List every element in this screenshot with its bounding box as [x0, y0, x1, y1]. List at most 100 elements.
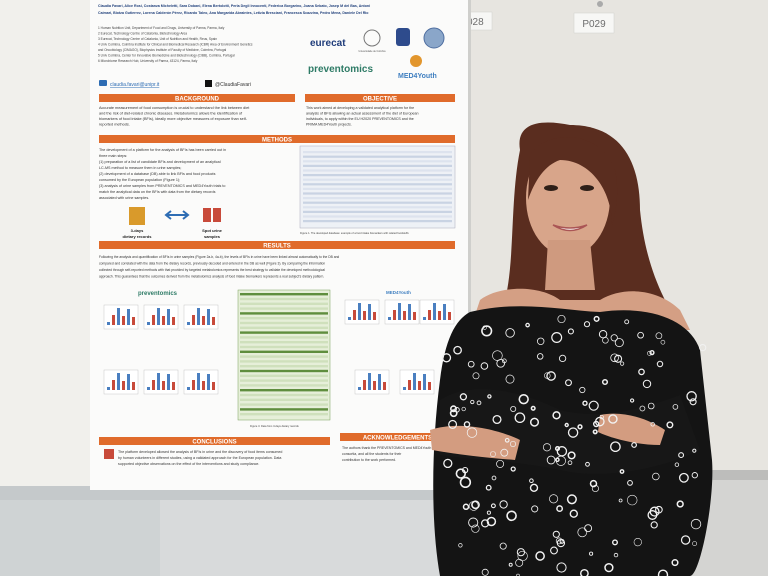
thumbnail-bar — [358, 303, 361, 320]
thumbnail-bar — [393, 310, 396, 320]
thumbnail-bar — [132, 317, 135, 325]
poster-text-line: three main steps: — [99, 154, 127, 158]
poster-text-line: PRIMA MED4Youth projects. — [306, 123, 352, 127]
conclusion-icon — [104, 449, 114, 459]
dress-flower — [482, 325, 487, 330]
dress-flower — [627, 480, 633, 486]
dress-flower — [555, 537, 563, 545]
poster-text-line: Following the analysis and quantificatio… — [99, 255, 339, 259]
thumbnail-bar — [212, 382, 215, 390]
logo-text: eurecat — [310, 38, 346, 49]
thumbnail-bar — [363, 311, 366, 320]
poster-text-line: (2) development of a database (DB) able … — [99, 172, 216, 176]
dress-flower — [589, 479, 598, 488]
thumbnail-bar — [373, 312, 376, 320]
thumbnail-bar — [368, 304, 371, 320]
table-row — [240, 341, 328, 344]
poster-text-line: The platform developed allowed the analy… — [118, 450, 282, 454]
dress-flower — [529, 478, 534, 484]
thumbnail-bar — [388, 317, 391, 320]
table-row — [303, 210, 452, 213]
thumbnail-bar — [147, 322, 150, 325]
dress-flower — [638, 368, 645, 376]
dress-flower — [525, 322, 530, 328]
table-row — [240, 360, 328, 363]
thumbnail-bar — [107, 387, 110, 390]
table-row — [303, 178, 452, 181]
email: claudia.favari@unipr.it — [110, 82, 160, 88]
dress-flower — [567, 460, 573, 466]
dress-flower — [610, 353, 619, 363]
table-row — [240, 326, 328, 329]
thumbnail-bar — [132, 382, 135, 390]
dress-flower — [536, 353, 544, 360]
section-header-bar — [99, 437, 330, 445]
thumbnail-bar — [418, 381, 421, 390]
poster-text-line: The authors thank the PREVENTOMICS and M… — [342, 446, 431, 450]
dress-flower — [552, 411, 561, 420]
dress-flower — [550, 546, 558, 555]
table-row — [240, 413, 328, 416]
thumbnail-bar — [112, 380, 115, 390]
thumbnail-bar — [172, 317, 175, 325]
thumbnail-bar — [157, 308, 160, 325]
thumbnail-bar — [207, 374, 210, 390]
dress-flower — [537, 337, 545, 345]
smile — [552, 224, 588, 232]
thumbnail-bar — [368, 373, 371, 390]
table-row — [303, 192, 452, 195]
poster-text-line: supported objective observations on the … — [118, 462, 259, 466]
thumbnail-bar — [443, 304, 446, 320]
dress-flower — [459, 476, 472, 488]
thumbnail-bar — [197, 308, 200, 325]
person — [430, 122, 713, 576]
table-row — [240, 345, 328, 349]
thumbnail-bar — [363, 380, 366, 390]
thumbnail-bar — [438, 311, 441, 320]
dress-flower — [453, 345, 462, 355]
poster: Claudia Favari, Alice Rosi, Costanza Mic… — [90, 0, 471, 490]
section-header: RESULTS — [263, 243, 291, 249]
poster-text-line: The development of a platform for the an… — [99, 148, 226, 152]
dress-flower — [655, 332, 663, 340]
dress-flower — [500, 448, 509, 457]
thumbnail-bar — [428, 310, 431, 320]
table-row — [303, 169, 452, 172]
thumbnail-bar — [187, 322, 190, 325]
dress-flower — [529, 483, 539, 492]
table-row — [240, 398, 328, 401]
dress-flower — [650, 521, 658, 529]
dress-flower — [557, 314, 566, 324]
thumbnail-bar — [162, 316, 165, 325]
table-row — [240, 297, 328, 301]
table-row — [240, 312, 328, 315]
dress-flower — [619, 361, 625, 366]
thumbnail-bar — [152, 315, 155, 325]
dress-flower — [448, 419, 458, 429]
thumbnail-bar — [117, 373, 120, 390]
dress-flower — [629, 398, 635, 403]
logo-text: preventomics — [308, 64, 373, 75]
thumbnail-bar — [403, 387, 406, 390]
dress-flower — [691, 472, 698, 479]
dress-flower — [559, 538, 565, 544]
thumbnail-bar — [373, 381, 376, 390]
dress-flower — [567, 328, 574, 335]
thumbnail-bar — [167, 309, 170, 325]
dress-flower — [585, 461, 590, 467]
dress-pattern — [441, 314, 707, 576]
dress-flower — [492, 350, 503, 361]
dress-flower — [506, 510, 517, 522]
dress-flower — [579, 386, 586, 394]
eye — [544, 185, 558, 191]
thumbnail-bar — [207, 309, 210, 325]
icon-urine — [203, 208, 211, 222]
dress-flower — [569, 509, 578, 518]
dress-flower — [486, 510, 491, 515]
poster-text-line: and the risk of diet-related chronic dis… — [99, 112, 243, 116]
dress-flower — [530, 405, 536, 411]
dress-flower — [455, 468, 466, 479]
dress-flower — [461, 406, 466, 412]
dress-flower — [516, 548, 526, 557]
